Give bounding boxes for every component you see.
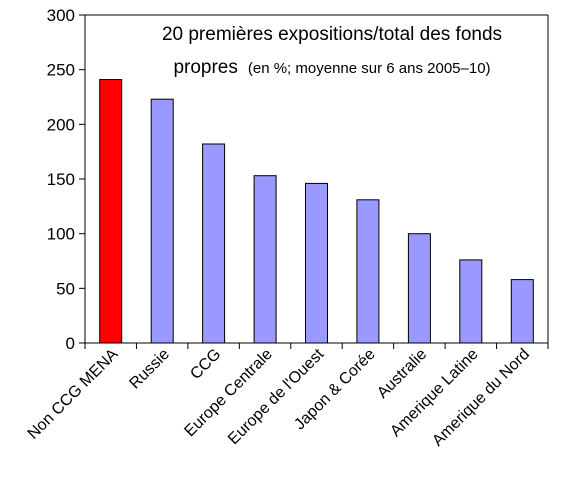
chart-title-line2-wrapper: propres (en %; moyenne sur 6 ans 2005–10… (173, 57, 490, 78)
x-category-label-4: Europe de l'Ouest (225, 345, 328, 448)
bar-3 (253, 175, 277, 344)
chart-title: 20 premières expositions/total des fonds… (162, 24, 502, 78)
bar-4 (305, 182, 328, 344)
chart-subtitle: (en %; moyenne sur 6 ans 2005–10) (248, 60, 491, 77)
bar-8 (510, 279, 534, 344)
y-tick-label-4: 200 (47, 115, 75, 134)
x-category-label-3: Europe Centrale (181, 346, 275, 440)
x-category-label-2: CCG (187, 346, 224, 383)
y-tick-label-6: 300 (47, 6, 75, 25)
y-tick-label-2: 100 (47, 225, 75, 244)
bar-2 (202, 143, 226, 344)
x-category-label-8: Amerique du Nord (429, 346, 533, 450)
chart-title-line1: 20 premières expositions/total des fonds (162, 24, 502, 45)
x-category-label-0: Non CCG MENA (25, 346, 122, 443)
bar-7 (459, 259, 483, 344)
bar-0 (99, 79, 123, 344)
bar-5 (356, 199, 380, 344)
y-tick-label-3: 150 (47, 170, 75, 189)
bar-1 (150, 98, 174, 344)
x-category-label-1: Russie (126, 346, 173, 393)
bar-6 (407, 233, 431, 344)
chart-title-line2: propres (173, 57, 237, 78)
y-tick-label-1: 50 (56, 279, 75, 298)
y-tick-label-0: 0 (66, 334, 75, 353)
x-category-label-7: Amerique Latine (387, 346, 481, 440)
y-tick-label-5: 250 (47, 61, 75, 80)
